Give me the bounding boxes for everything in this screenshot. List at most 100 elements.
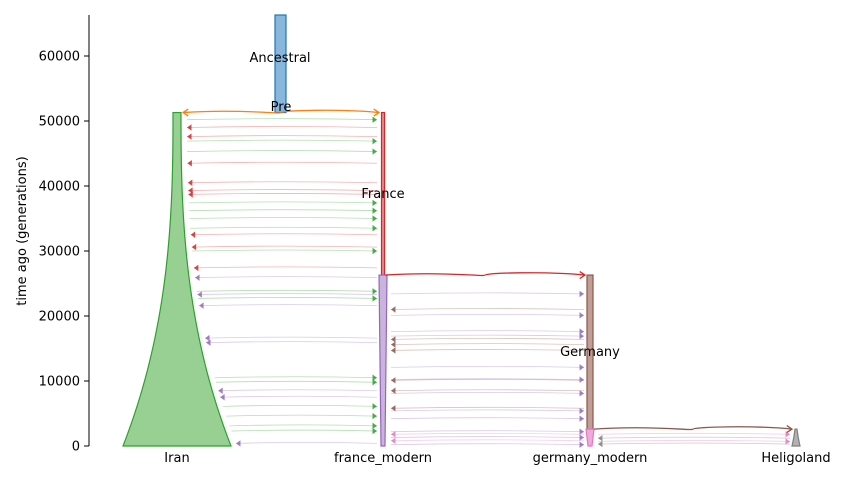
split-pre-tail [181, 108, 189, 117]
migration-line [390, 338, 585, 340]
migration-arrowhead [579, 407, 584, 415]
migration-arrowhead [195, 274, 200, 281]
migration-line [235, 442, 378, 444]
migration-line [390, 409, 585, 412]
migration-arrowhead [579, 441, 584, 448]
migration-arrowhead [372, 137, 377, 145]
migration-line [390, 391, 585, 394]
migration-line [597, 436, 791, 439]
migration-arrowhead [372, 207, 377, 214]
migration-arrowhead [372, 379, 377, 386]
migration-line [188, 189, 378, 191]
migration-arrowhead [372, 412, 377, 420]
migration-arrowhead [191, 243, 197, 251]
migration-arrowhead [372, 295, 377, 302]
migration-line [187, 161, 378, 164]
migration-line [206, 341, 378, 344]
migration-arrowhead [218, 387, 223, 394]
migration-line [390, 330, 585, 332]
migration-arrowhead [220, 394, 225, 401]
migration-line [215, 380, 378, 383]
migration-line [390, 313, 585, 316]
migration-line [186, 118, 378, 121]
y-ticks: 0 10000 20000 30000 40000 50000 60000 [39, 50, 89, 455]
y-tick-label: 50000 [39, 115, 80, 130]
y-tick-label: 60000 [39, 50, 80, 65]
migration-line [390, 365, 585, 368]
migration-arrowhead [190, 231, 196, 238]
migration-arrowhead [579, 434, 584, 441]
axes: 0 10000 20000 30000 40000 50000 60000 Iran fran… [15, 15, 831, 466]
migration-arrowhead [187, 133, 192, 140]
population-labels: Ancestral Pre France Germany [249, 51, 620, 360]
migration-line [214, 376, 378, 379]
migration-arrowhead [579, 376, 584, 383]
migration-line [193, 266, 378, 269]
migration-line [199, 304, 378, 306]
migration-arrowhead [205, 334, 210, 342]
migration-arrowhead [188, 191, 193, 198]
migration-line [390, 343, 585, 345]
migration-arrowhead [372, 422, 377, 430]
y-tick-label: 20000 [39, 310, 80, 325]
migration-arrowhead [391, 431, 396, 438]
migration-arrowhead [193, 264, 199, 272]
migration-arrowhead [187, 124, 192, 131]
migration-line [390, 439, 585, 442]
migration-arrowhead [391, 387, 396, 394]
migration-arrowhead [372, 247, 377, 255]
split-germany-heligoland-head [786, 425, 794, 434]
x-ticks: Iran france_modern germany_modern Heligolan… [164, 451, 830, 466]
migration-arrowhead [199, 302, 204, 309]
split-pre-head [373, 108, 381, 117]
migration-arrowhead [372, 374, 377, 381]
migration-line [390, 378, 585, 381]
migration-arrowhead [391, 341, 396, 348]
migration-arrowhead [187, 160, 192, 167]
migration-line [229, 424, 378, 427]
migration-arrowhead [579, 364, 584, 371]
label-france: France [361, 187, 404, 202]
migration-line [189, 217, 378, 219]
migration-arrowhead [391, 405, 396, 412]
migration-line [390, 406, 585, 409]
y-tick-label: 40000 [39, 180, 80, 195]
migration-arrowhead [187, 179, 193, 186]
migration-line [597, 432, 791, 435]
split-pre [182, 109, 380, 114]
migration-line [597, 440, 791, 442]
x-tick-label: Iran [164, 451, 189, 466]
migration-line [390, 308, 585, 310]
migration-line [390, 378, 585, 381]
y-axis-label: time ago (generations) [15, 156, 30, 305]
x-tick-label: germany_modern [533, 451, 648, 466]
migration-arrowhead [372, 215, 377, 222]
migration-arrowhead [391, 306, 396, 313]
migration-arrowhead [372, 288, 377, 295]
split-arrows [181, 108, 794, 434]
migration-arrowhead [598, 435, 603, 442]
split-france-germany-head [579, 271, 587, 280]
migration-line [187, 150, 378, 152]
label-ancestral: Ancestral [249, 51, 310, 66]
migration-lines [186, 116, 791, 448]
migration-line [597, 442, 791, 445]
migration-arrowhead [372, 199, 377, 207]
migration-line [187, 139, 378, 142]
migration-line [390, 432, 585, 435]
population-epochs [122, 14, 801, 447]
migration-line [390, 389, 585, 392]
y-tick-label: 10000 [39, 375, 80, 390]
migration-line [190, 233, 378, 236]
migration-arrowhead [206, 339, 211, 346]
migration-arrowhead [391, 437, 396, 444]
migration-line [187, 181, 378, 184]
migration-arrowhead [372, 403, 377, 410]
migration-line [222, 404, 378, 407]
migration-line [226, 414, 378, 417]
migration-arrowhead [197, 291, 202, 298]
y-tick-label: 30000 [39, 245, 80, 260]
migration-line [192, 249, 378, 252]
migration-arrowhead [372, 116, 377, 123]
